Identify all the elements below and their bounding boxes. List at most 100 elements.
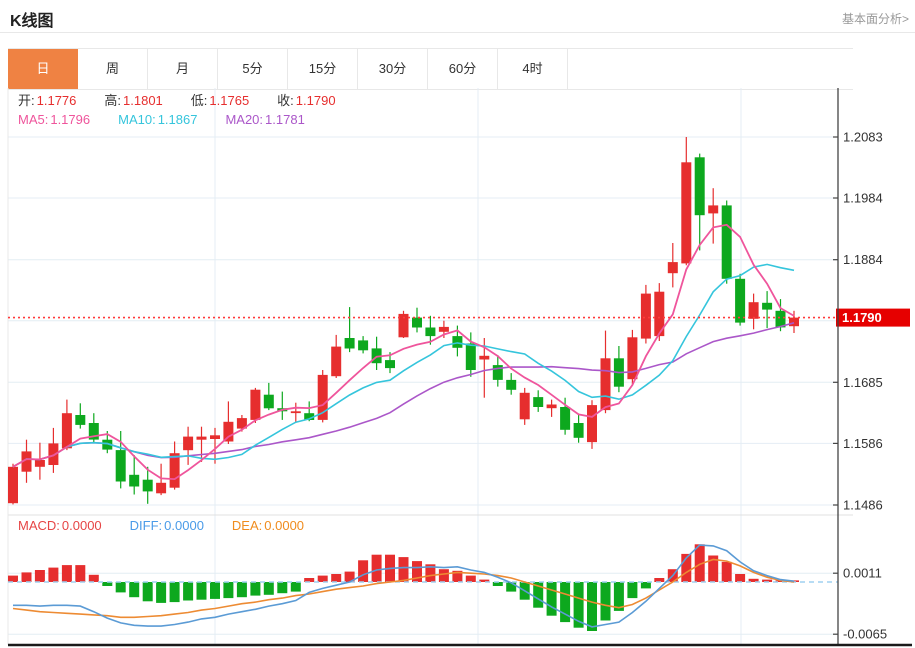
tab-period-5[interactable]: 30分 [358,49,428,89]
ma-lines-layer [12,223,795,481]
candle-body [573,423,584,438]
macd-hist-bar [331,574,342,582]
macd-hist-bar [506,582,517,592]
kline-chart-canvas[interactable]: 1.1790 1.2083 1.1984 1.1884 1.1685 1.1586 1.14… [0,88,915,648]
candle-body [465,343,476,370]
current-price-badge-label: 1.1790 [842,310,882,325]
ohlc-row-open: 开: 1.1776 [18,93,77,108]
macd-hist-bar [546,582,557,616]
macd-hist-bar [169,582,180,603]
macd-hist-bar [277,582,288,594]
candle-body [115,450,126,482]
macd-hist-bar [452,570,463,582]
macd-layer [8,544,838,631]
candle-body [290,411,301,414]
candle-body [452,336,463,348]
macd-hist-bar [573,582,584,628]
macd-hist-bar [115,582,126,593]
tab-period-1[interactable]: 周 [78,49,148,89]
macd-hist-bar [479,579,490,582]
candle-body [681,162,692,264]
macd-hist-bar [371,554,382,582]
macd-hist-bar [196,582,207,600]
macd-hist-bar [533,582,544,608]
tab-period-0[interactable]: 日 [8,49,78,89]
macd-hist-bar [398,557,409,582]
macd-hist-bar [560,582,571,623]
candle-body [600,358,611,411]
macd-hist-bar [681,553,692,582]
dea-line [12,558,795,619]
macd-hist-bar [21,572,32,582]
candle-body [789,317,799,327]
tab-period-3[interactable]: 5分 [218,49,288,89]
macd-hist-bar [613,582,624,611]
y-axis-tick-label: 1.1586 [843,436,883,451]
macd-hist-bar [142,582,153,602]
candle-body [156,482,167,494]
tab-period-7[interactable]: 4时 [498,49,568,89]
macd-hist-bar [304,578,315,582]
macd-hist-bar [263,582,274,595]
candle-body [385,360,395,369]
macd-hist-bar [8,575,18,582]
candle-body [48,443,59,465]
page-title: K线图 [10,13,54,30]
period-tabstrip: 日周月 5分 15分 30分 60分 4时 [8,48,853,90]
candle-body [183,436,194,451]
candle-body [129,474,140,487]
candle-body [640,293,651,339]
candle-body [721,205,732,279]
candle-body [519,392,530,420]
y-axis-tick-label: 1.1685 [843,375,883,390]
candle-body [21,451,32,472]
macd-hist-bar [465,575,476,582]
candle-body [236,418,247,429]
macd-hist-bar [34,570,45,582]
candle-body [546,404,557,409]
macd-hist-bar [748,578,759,582]
fundamental-analysis-link[interactable]: 基本面分析> [841,12,909,26]
macd-hist-bar [48,567,59,582]
candle-body [331,346,342,377]
header-divider [0,32,915,33]
candle-body [34,460,45,467]
candle-body [304,413,315,420]
macd-hist-bar [492,582,503,586]
candle-body [627,337,638,380]
y-axis-tick-label: 1.1884 [843,252,883,267]
tab-period-2[interactable]: 月 [148,49,218,89]
macd-hist-bar [102,582,113,586]
candle-body [102,439,113,450]
macd-hist-bar [694,544,705,582]
macd-hist-bar [210,582,220,599]
candle-body [223,421,234,442]
macd-hist-bar [156,582,167,603]
tab-period-6[interactable]: 60分 [428,49,498,89]
candle-body [533,397,544,407]
candle-body [412,317,422,328]
candle-body [142,479,153,492]
tab-period-4[interactable]: 15分 [288,49,358,89]
candle-body [210,435,220,439]
ma20-line [12,322,795,468]
macd-legend: MACD: 0.0000 DIFF: 0.0000 DEA: 0.0000 [18,518,332,533]
ma-row-ma5: MA5: 1.1796 [18,112,91,127]
macd-hist-bar [344,571,355,582]
candle-body [317,374,328,420]
macd-hist-bar [600,582,611,621]
macd-hist-bar [75,565,86,582]
macd-row-diff: DIFF: 0.0000 [129,518,204,533]
ohlc-row-low: 低: 1.1765 [190,93,250,108]
candle-body [75,415,86,425]
ma-row-ma20: MA20: 1.1781 [225,112,305,127]
macd-hist-bar [640,582,651,589]
current-price-badge [836,308,910,327]
candle-body [8,466,18,504]
macd-hist-bar [425,564,436,582]
candle-body [479,355,490,360]
candle-body [748,302,759,319]
macd-hist-bar [250,582,261,596]
macd-hist-bar [88,574,99,582]
ohlc-row-close: 收: 1.1790 [277,93,336,108]
